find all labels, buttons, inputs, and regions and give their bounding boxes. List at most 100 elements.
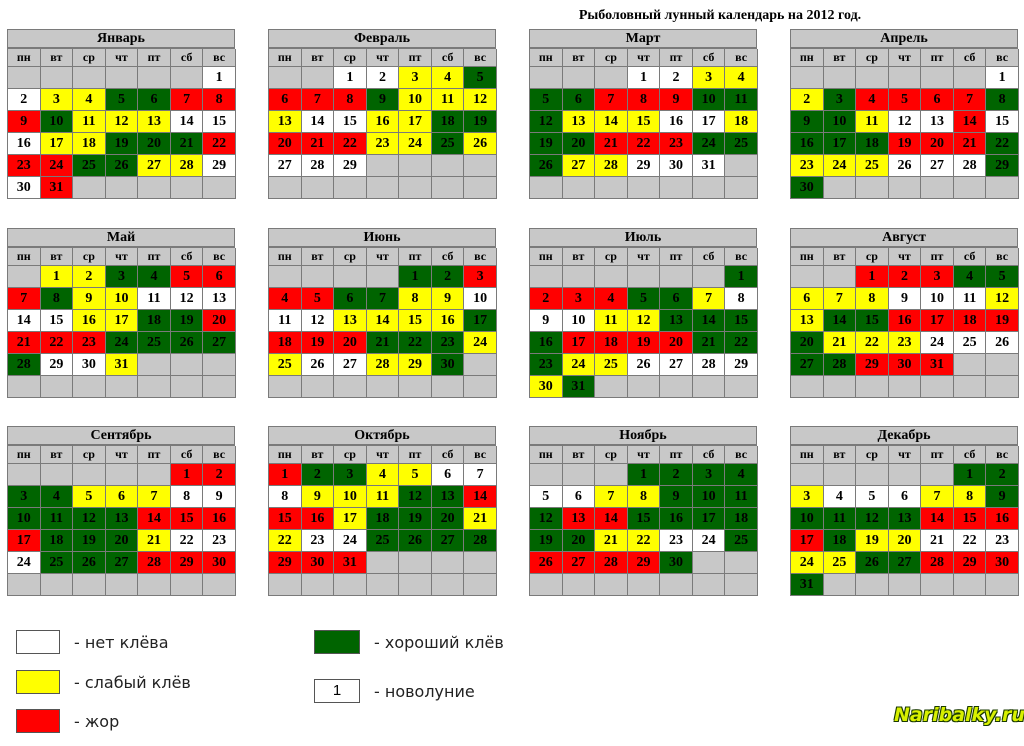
day-cell: 20 [791, 332, 824, 354]
empty-cell [791, 266, 824, 288]
day-cell: 30 [301, 552, 335, 574]
day-cell: 9 [986, 486, 1019, 508]
day-cell: 25 [953, 332, 987, 354]
day-cell: 17 [8, 530, 41, 552]
empty-cell [431, 574, 465, 596]
empty-cell [464, 574, 497, 596]
day-cell: 14 [170, 111, 204, 133]
empty-cell [921, 376, 954, 398]
day-cell: 22 [203, 133, 236, 155]
day-cell: 4 [725, 67, 758, 89]
day-cell: 15 [725, 310, 758, 332]
weekday-header: пт [138, 49, 171, 67]
weekday-header: пт [660, 446, 693, 464]
day-cell: 15 [627, 111, 661, 133]
weekday-header: вс [203, 446, 236, 464]
empty-cell [888, 177, 922, 199]
empty-cell [138, 574, 171, 596]
weekday-header: пн [530, 248, 563, 266]
day-cell: 11 [366, 486, 400, 508]
day-cell: 21 [692, 332, 726, 354]
day-cell: 14 [301, 111, 335, 133]
month-block: Январь пн вт ср чт пт сб вс 1 2 3 4 5 6 7 8 9 10 11 12 13 14 1… [7, 29, 236, 199]
day-cell: 30 [986, 552, 1019, 574]
day-cell: 20 [562, 530, 596, 552]
yellow-swatch-icon [16, 670, 60, 694]
day-cell: 22 [170, 530, 204, 552]
weekday-header: чт [627, 49, 661, 67]
day-cell: 10 [464, 288, 497, 310]
day-cell: 12 [399, 486, 432, 508]
weekday-header: сб [692, 446, 726, 464]
empty-cell [170, 574, 204, 596]
weekday-header: сб [692, 49, 726, 67]
day-cell: 17 [40, 133, 74, 155]
day-cell: 26 [530, 552, 563, 574]
day-cell: 6 [562, 89, 596, 111]
weekday-header: сб [170, 49, 204, 67]
day-cell: 1 [725, 266, 758, 288]
empty-cell [203, 354, 236, 376]
day-cell: 19 [530, 133, 563, 155]
day-cell: 21 [8, 332, 41, 354]
day-cell: 1 [170, 464, 204, 486]
day-cell: 2 [530, 288, 563, 310]
weekday-header: пт [399, 248, 432, 266]
weekday-header: пн [269, 248, 302, 266]
green-swatch-icon [314, 630, 360, 654]
empty-cell [562, 574, 596, 596]
weekday-header: вт [301, 49, 335, 67]
day-cell: 17 [921, 310, 954, 332]
weekday-header: сб [431, 49, 465, 67]
empty-cell [530, 266, 563, 288]
empty-cell [170, 67, 204, 89]
day-cell: 27 [269, 155, 302, 177]
day-cell: 4 [953, 266, 987, 288]
day-cell: 2 [660, 67, 693, 89]
day-cell: 20 [105, 530, 139, 552]
month-name: Октябрь [268, 426, 496, 445]
day-cell: 3 [692, 67, 726, 89]
day-cell: 29 [627, 155, 661, 177]
empty-cell [73, 177, 106, 199]
weekday-header: пн [791, 49, 824, 67]
day-cell: 8 [627, 89, 661, 111]
empty-cell [888, 574, 922, 596]
day-cell: 30 [888, 354, 922, 376]
day-cell: 27 [921, 155, 954, 177]
day-cell: 11 [73, 111, 106, 133]
day-cell: 7 [464, 464, 497, 486]
weekday-header: пн [8, 248, 41, 266]
empty-cell [595, 177, 628, 199]
weekday-header: вс [725, 49, 758, 67]
month-block: Ноябрь пн вт ср чт пт сб вс 1 2 3 4 5 6 7 8 9 10 11 12 13 14 1… [529, 426, 758, 596]
weekday-header: чт [105, 446, 139, 464]
day-cell: 22 [856, 332, 889, 354]
month-days-grid: пн вт ср чт пт сб вс 1 2 3 4 5 6 7 8 9 10 11 12 13 14 15 16 17 1… [7, 247, 236, 398]
day-cell: 26 [170, 332, 204, 354]
day-cell: 21 [595, 530, 628, 552]
day-cell: 13 [562, 111, 596, 133]
day-cell: 10 [40, 111, 74, 133]
day-cell: 14 [8, 310, 41, 332]
day-cell: 30 [660, 552, 693, 574]
day-cell: 28 [170, 155, 204, 177]
day-cell: 4 [725, 464, 758, 486]
empty-cell [823, 376, 857, 398]
day-cell: 12 [301, 310, 335, 332]
day-cell: 11 [856, 111, 889, 133]
day-cell: 28 [823, 354, 857, 376]
day-cell: 30 [530, 376, 563, 398]
day-cell: 5 [73, 486, 106, 508]
day-cell: 8 [399, 288, 432, 310]
day-cell: 25 [856, 155, 889, 177]
day-cell: 27 [791, 354, 824, 376]
day-cell: 12 [986, 288, 1019, 310]
empty-cell [8, 67, 41, 89]
day-cell: 28 [953, 155, 987, 177]
empty-cell [627, 574, 661, 596]
day-cell: 6 [334, 288, 367, 310]
empty-cell [595, 464, 628, 486]
day-cell: 15 [399, 310, 432, 332]
day-cell: 26 [73, 552, 106, 574]
